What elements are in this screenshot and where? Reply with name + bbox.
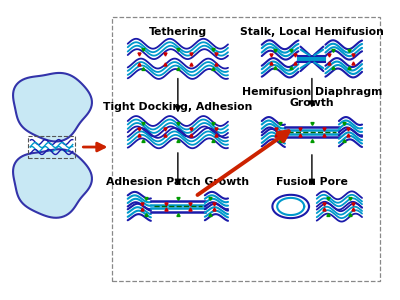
Text: Tethering: Tethering <box>149 27 207 37</box>
Text: Adhesion Patch Growth: Adhesion Patch Growth <box>106 177 250 187</box>
PathPatch shape <box>13 149 92 218</box>
Text: Fusion Pore: Fusion Pore <box>276 177 348 187</box>
Text: Stalk, Local Hemifusion: Stalk, Local Hemifusion <box>240 27 384 37</box>
Text: Hemifusion Diaphragm
Growth: Hemifusion Diaphragm Growth <box>242 87 382 108</box>
Bar <box>112 17 380 281</box>
Text: Tight Docking, Adhesion: Tight Docking, Adhesion <box>103 102 252 112</box>
Bar <box>28 136 75 158</box>
PathPatch shape <box>13 73 92 142</box>
